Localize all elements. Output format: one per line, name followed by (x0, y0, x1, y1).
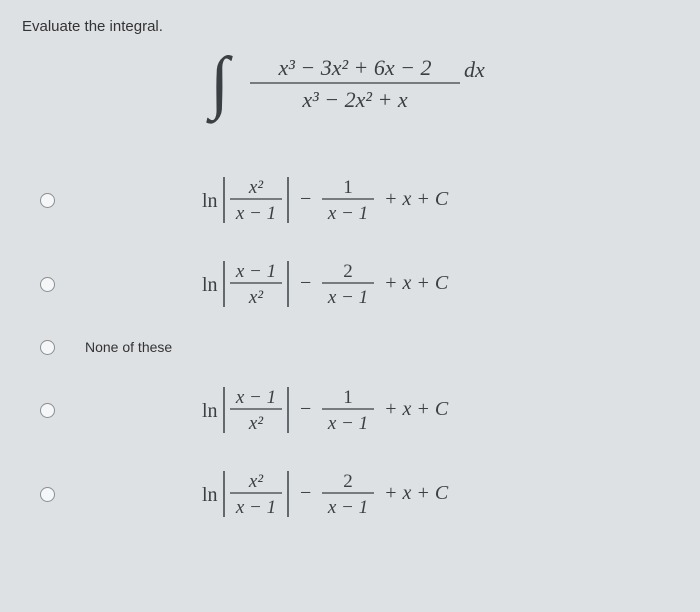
svg-text:ln: ln (202, 190, 218, 212)
option-row-0[interactable]: lnx²x − 1−1x − 1+ x + C (22, 158, 678, 242)
svg-text:1: 1 (343, 387, 353, 408)
svg-text:−: − (300, 188, 311, 210)
svg-text:x³ − 3x² + 6x − 2: x³ − 3x² + 6x − 2 (277, 55, 431, 80)
svg-text:x − 1: x − 1 (326, 203, 367, 224)
svg-text:x − 1: x − 1 (326, 287, 367, 308)
option-text-label: None of these (85, 339, 172, 355)
option-row-2[interactable]: None of these (22, 326, 678, 368)
svg-text:x − 1: x − 1 (234, 261, 275, 282)
svg-text:+ x + C: + x + C (384, 482, 449, 504)
svg-text:x²: x² (247, 471, 262, 492)
svg-text:x − 1: x − 1 (326, 497, 367, 518)
question-prompt: Evaluate the integral. (22, 18, 678, 35)
svg-text:ln: ln (202, 400, 218, 422)
svg-text:−: − (300, 482, 311, 504)
svg-text:2: 2 (343, 471, 353, 492)
options-container: lnx²x − 1−1x − 1+ x + Clnx − 1x²−2x − 1+… (22, 158, 678, 536)
svg-text:+ x + C: + x + C (384, 188, 449, 210)
svg-text:x²: x² (247, 413, 262, 434)
radio-button[interactable] (40, 340, 55, 355)
integral-expression: ∫ x³ − 3x² + 6x − 2 x³ − 2x² + x dx (22, 47, 678, 130)
svg-text:dx: dx (464, 57, 485, 82)
option-formula: lnx²x − 1−2x − 1+ x + C (85, 463, 678, 525)
svg-text:+ x + C: + x + C (384, 398, 449, 420)
radio-button[interactable] (40, 487, 55, 502)
svg-text:x − 1: x − 1 (234, 387, 275, 408)
radio-button[interactable] (40, 403, 55, 418)
svg-text:ln: ln (202, 274, 218, 296)
option-row-4[interactable]: lnx²x − 1−2x − 1+ x + C (22, 452, 678, 536)
option-row-1[interactable]: ln x − 1 x² − 2 x − 1 + x + C (22, 242, 678, 326)
svg-text:−: − (300, 398, 311, 420)
svg-text:ln: ln (202, 484, 218, 506)
svg-text:x − 1: x − 1 (234, 497, 275, 518)
svg-text:x²: x² (247, 287, 262, 308)
option-formula: ln x − 1 x² − 1 x − 1 + x + C (85, 379, 678, 441)
svg-text:1: 1 (343, 177, 353, 198)
svg-text:−: − (300, 272, 311, 294)
svg-text:x³ − 2x² + x: x³ − 2x² + x (301, 87, 407, 112)
option-row-3[interactable]: ln x − 1 x² − 1 x − 1 + x + C (22, 368, 678, 452)
svg-text:x − 1: x − 1 (326, 413, 367, 434)
svg-text:2: 2 (343, 261, 353, 282)
option-formula: lnx²x − 1−1x − 1+ x + C (85, 169, 678, 231)
svg-text:∫: ∫ (206, 47, 233, 124)
svg-text:x²: x² (247, 177, 262, 198)
option-formula: ln x − 1 x² − 2 x − 1 + x + C (85, 253, 678, 315)
svg-text:x − 1: x − 1 (234, 203, 275, 224)
svg-text:+ x + C: + x + C (384, 272, 449, 294)
radio-button[interactable] (40, 277, 55, 292)
radio-button[interactable] (40, 193, 55, 208)
